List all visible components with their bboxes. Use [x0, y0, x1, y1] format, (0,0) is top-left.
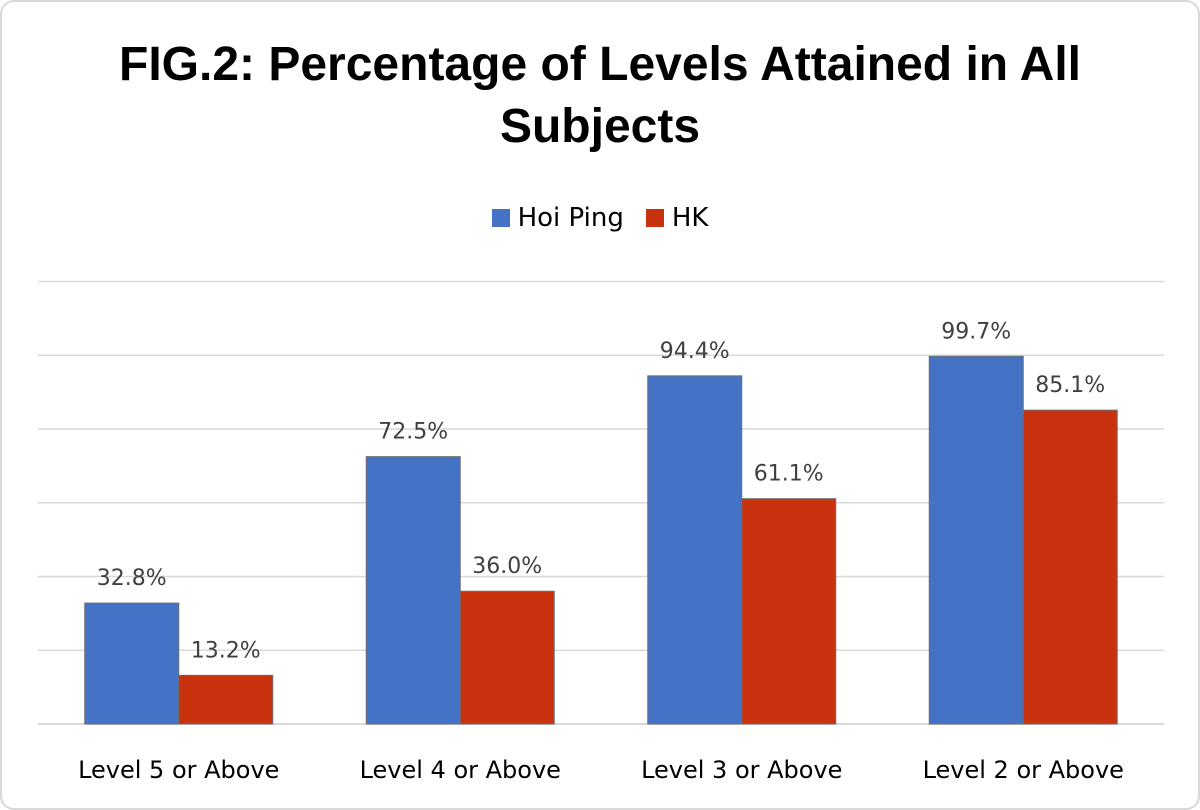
legend-label-hk: HK: [671, 203, 709, 233]
legend-swatch-hoi-ping: [491, 209, 510, 227]
category-label-level-4-or-above: Level 4 or Above: [360, 756, 561, 784]
data-label-hk-level-3-or-above: 61.1%: [754, 462, 824, 487]
category-label-level-2-or-above: Level 2 or Above: [923, 756, 1124, 784]
category-label-level-5-or-above: Level 5 or Above: [78, 756, 279, 784]
data-label-hoi-ping-level-4-or-above: 72.5%: [378, 420, 448, 445]
data-label-hoi-ping-level-3-or-above: 94.4%: [660, 339, 730, 364]
bar-hoi-ping-level-3-or-above: [647, 375, 743, 725]
legend-item-hk: HK: [645, 203, 709, 233]
bar-hk-level-4-or-above: [459, 590, 555, 725]
bar-hoi-ping-level-5-or-above: [84, 602, 180, 725]
data-label-hoi-ping-level-2-or-above: 99.7%: [941, 319, 1011, 344]
chart-title: FIG.2: Percentage of Levels Attained in …: [119, 38, 1081, 153]
legend-label-hoi-ping: Hoi Ping: [517, 203, 624, 233]
legend: Hoi Ping HK: [0, 200, 1200, 236]
bar-hoi-ping-level-4-or-above: [365, 456, 461, 725]
bar-hk-level-3-or-above: [741, 498, 837, 725]
category-label-level-3-or-above: Level 3 or Above: [641, 756, 842, 784]
data-label-hk-level-4-or-above: 36.0%: [472, 554, 542, 579]
bar-hk-level-5-or-above: [178, 674, 274, 725]
data-label-hoi-ping-level-5-or-above: 32.8%: [97, 566, 167, 591]
data-label-hk-level-5-or-above: 13.2%: [191, 638, 261, 663]
data-label-hk-level-2-or-above: 85.1%: [1035, 373, 1105, 398]
legend-item-hoi-ping: Hoi Ping: [491, 203, 624, 233]
legend-swatch-hk: [645, 209, 664, 227]
bar-hk-level-2-or-above: [1022, 409, 1118, 725]
bar-hoi-ping-level-2-or-above: [928, 355, 1024, 725]
